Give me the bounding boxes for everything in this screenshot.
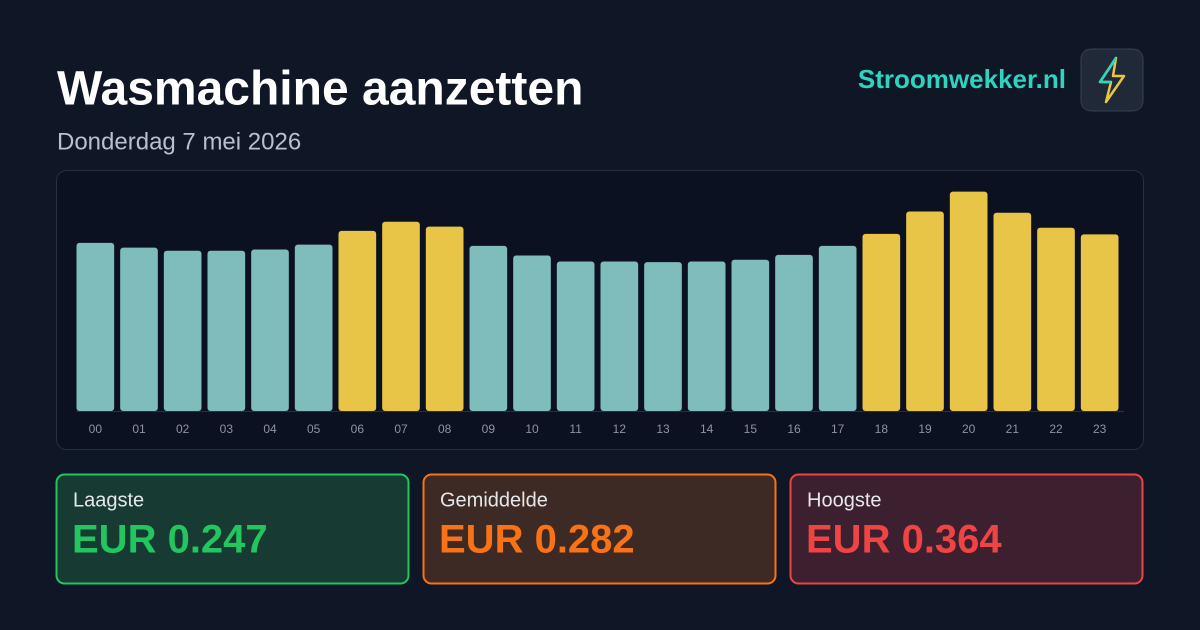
x-tick-label: 16 [787, 422, 801, 436]
bar [382, 221, 420, 411]
bar [251, 249, 289, 411]
summary-value: EUR 0.247 [72, 518, 268, 562]
summary-label: Laagste [73, 489, 144, 511]
x-tick-label: 15 [744, 422, 758, 436]
x-tick-label: 23 [1093, 422, 1107, 436]
bar [1080, 234, 1119, 411]
bar [469, 245, 508, 411]
x-tick-label: 11 [569, 422, 582, 436]
x-tick-label: 07 [394, 422, 408, 436]
x-tick-label: 22 [1049, 422, 1063, 436]
bar [76, 242, 115, 411]
summary-value: EUR 0.282 [439, 518, 635, 562]
x-tick-label: 21 [1006, 422, 1020, 436]
x-tick-label: 01 [132, 422, 146, 436]
bar [338, 230, 377, 411]
x-tick-label: 00 [89, 422, 103, 436]
bar [687, 261, 726, 411]
bar [294, 244, 333, 411]
bar [513, 255, 551, 411]
summary-label: Hoogste [807, 489, 882, 511]
x-tick-label: 08 [438, 422, 452, 436]
bar [1037, 227, 1075, 411]
bar [120, 247, 158, 411]
x-tick-label: 04 [263, 422, 277, 436]
x-tick-label: 19 [918, 422, 932, 436]
brand-icon [1080, 48, 1144, 112]
x-tick-label: 03 [220, 422, 234, 436]
x-tick-label: 12 [613, 422, 627, 436]
bolt-icon-accent [1098, 57, 1118, 84]
x-tick-label: 09 [482, 422, 496, 436]
bar [425, 226, 464, 411]
bar [775, 254, 813, 411]
bar [163, 250, 202, 411]
x-tick-label: 05 [307, 422, 321, 436]
bar [556, 261, 595, 411]
chart-title: Wasmachine aanzetten [57, 63, 583, 116]
x-tick-label: 06 [351, 422, 365, 436]
bar [600, 261, 639, 411]
x-tick-label: 20 [962, 422, 976, 436]
summary-card [789, 473, 1144, 585]
bar [906, 211, 944, 411]
bar [207, 250, 246, 411]
summary-value: EUR 0.364 [806, 518, 1002, 562]
x-tick-label: 10 [525, 422, 539, 436]
x-tick-label: 02 [176, 422, 190, 436]
bar [731, 259, 770, 411]
brand: Stroomwekker.nl [858, 64, 1066, 94]
bar [644, 262, 682, 411]
x-tick-label: 17 [831, 422, 845, 436]
bar [993, 212, 1032, 411]
chart-subtitle: Donderdag 7 mei 2026 [57, 128, 301, 155]
bar [949, 191, 988, 411]
bar [862, 233, 901, 411]
summary-card [55, 473, 410, 585]
x-tick-label: 14 [700, 422, 714, 436]
x-tick-label: 13 [656, 422, 670, 436]
summary-label: Gemiddelde [440, 489, 548, 511]
summary-card [422, 473, 777, 585]
bar [818, 245, 857, 411]
x-tick-label: 18 [875, 422, 889, 436]
